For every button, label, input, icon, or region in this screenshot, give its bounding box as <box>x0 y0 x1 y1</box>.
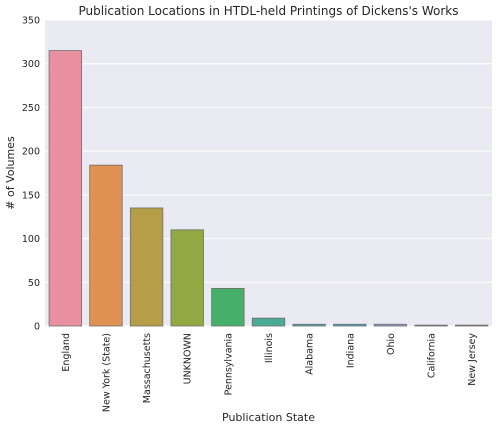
bar-alabama <box>292 323 326 327</box>
x-tick-labels: England New York (State) Massachusetts UNKN… <box>61 333 478 412</box>
y-tick-label: 150 <box>22 190 40 201</box>
bar-california <box>414 324 448 327</box>
y-tick-label: 200 <box>22 147 40 158</box>
x-tick-label: Illinois <box>264 333 275 363</box>
bar-new-york-state <box>89 164 123 327</box>
bar-pennsylvania <box>211 288 245 327</box>
y-tick-label: 250 <box>22 103 40 114</box>
y-tick-label: 0 <box>34 322 40 333</box>
bar-ohio <box>373 323 408 327</box>
x-tick-label: England <box>61 333 72 372</box>
x-tick-label: New Jersey <box>467 333 478 386</box>
x-tick-label: Alabama <box>305 333 316 375</box>
y-tick-label: 350 <box>22 16 40 27</box>
x-tick-label: California <box>427 333 438 378</box>
x-tick-label: Massachusetts <box>142 333 153 403</box>
x-tick-label: Ohio <box>386 333 397 355</box>
chart-title: Publication Locations in HTDL-held Print… <box>79 4 459 18</box>
y-tick-labels: 0 50 100 150 200 250 300 350 <box>22 16 40 333</box>
y-tick-label: 100 <box>22 234 40 245</box>
x-tick-label: Indiana <box>345 333 356 368</box>
y-axis-label: # of Volumes <box>4 136 17 210</box>
bar-massachusetts <box>129 207 164 327</box>
bar-indiana <box>333 323 367 327</box>
x-tick-label: New York (State) <box>101 333 112 412</box>
bar-england <box>48 50 82 327</box>
y-tick-label: 300 <box>22 59 40 70</box>
x-tick-label: Pennsylvania <box>223 333 234 395</box>
bars <box>48 50 489 327</box>
y-tick-label: 50 <box>28 278 40 289</box>
x-tick-label: UNKNOWN <box>183 333 194 384</box>
x-axis-label: Publication State <box>222 411 315 424</box>
bar-new-jersey <box>455 324 489 327</box>
bar-unknown <box>170 229 204 327</box>
bar-illinois <box>251 317 286 327</box>
